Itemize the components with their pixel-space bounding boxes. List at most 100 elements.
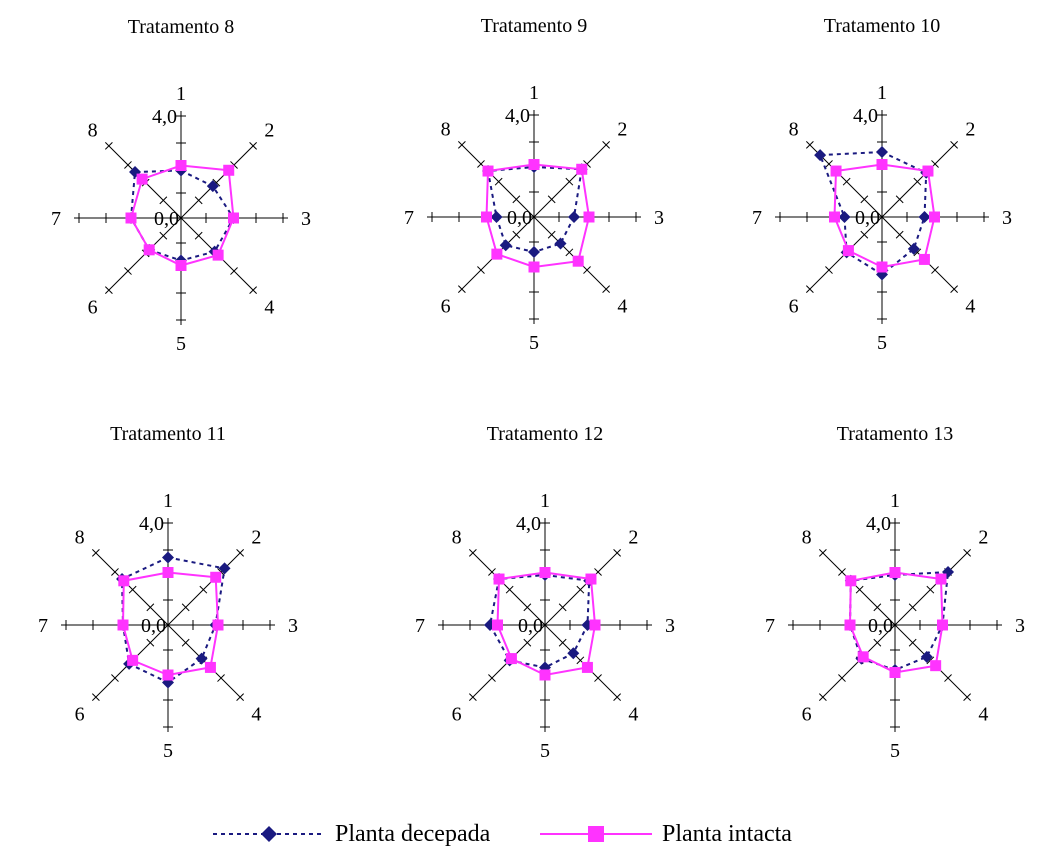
radar-axis-label: 4 <box>251 703 261 725</box>
chart-title: Tratamento 10 <box>824 15 940 37</box>
radar-axis-label: 8 <box>452 527 462 549</box>
chart-title: Tratamento 13 <box>837 423 953 445</box>
data-point-intacta <box>491 249 502 260</box>
data-point-intacta <box>922 166 933 177</box>
radar-tick-label: 0,0 <box>141 615 166 637</box>
data-point-intacta <box>137 174 148 185</box>
data-point-intacta <box>937 620 948 631</box>
data-point-decepada <box>876 146 888 158</box>
data-point-intacta <box>144 244 155 255</box>
radar-axis-label: 8 <box>802 527 812 549</box>
radar-tick-label: 0,0 <box>507 207 532 229</box>
data-point-intacta <box>930 660 941 671</box>
radar-axis-label: 7 <box>752 207 762 229</box>
radar-axis-label: 4 <box>628 703 638 725</box>
legend-decepada-label: Planta decepada <box>335 821 491 846</box>
data-point-intacta <box>877 159 888 170</box>
radar-chart: 1 2 3 4 5 6 7 8 0,0 4,0 Tratamento 8 <box>51 16 311 355</box>
data-point-intacta <box>843 245 854 256</box>
radar-chart: 123456780,04,0Tratamento 12 <box>415 423 675 762</box>
radar-axis-label: 6 <box>88 296 98 318</box>
radar-axis-label: 7 <box>38 615 48 637</box>
data-point-intacta <box>205 662 216 673</box>
radar-tick-label: 4,0 <box>505 105 530 127</box>
radar-axis-label: 6 <box>75 703 85 725</box>
data-point-intacta <box>529 159 540 170</box>
radar-axis-label: 7 <box>404 207 414 229</box>
data-point-decepada <box>568 211 580 223</box>
radar-axis-line <box>181 142 257 218</box>
data-point-intacta <box>118 620 129 631</box>
radar-axis-line <box>882 141 958 217</box>
radar-tick-label: 4,0 <box>139 513 164 535</box>
radar-axis-label: 2 <box>965 119 975 141</box>
data-point-intacta <box>890 667 901 678</box>
data-point-intacta <box>877 262 888 273</box>
data-point-intacta <box>127 655 138 666</box>
data-point-intacta <box>845 620 856 631</box>
data-point-intacta <box>483 166 494 177</box>
data-point-intacta <box>582 662 593 673</box>
radar-axis-label: 2 <box>617 119 627 141</box>
radar-axis-line <box>895 549 971 625</box>
data-point-intacta <box>935 574 946 585</box>
radar-tick-label: 0,0 <box>855 207 880 229</box>
legend-intacta-label: Planta intacta <box>662 821 792 846</box>
radar-axis-label: 3 <box>288 615 298 637</box>
radar-axis-line <box>92 549 168 625</box>
radar-axis-label: 6 <box>452 703 462 725</box>
radar-axis-label: 8 <box>88 120 98 142</box>
data-point-intacta <box>829 212 840 223</box>
data-point-intacta <box>126 213 137 224</box>
radar-axis-label: 8 <box>441 119 451 141</box>
data-point-intacta <box>529 262 540 273</box>
data-point-intacta <box>210 572 221 583</box>
data-point-decepada <box>919 211 931 223</box>
data-point-intacta <box>176 160 187 171</box>
data-point-intacta <box>492 620 503 631</box>
data-point-intacta <box>213 620 224 631</box>
radar-axis-label: 3 <box>1002 207 1012 229</box>
radar-tick-label: 0,0 <box>154 208 179 230</box>
data-point-intacta <box>176 260 187 271</box>
radar-axis-label: 4 <box>965 295 975 317</box>
legend-svg: Planta decepada Planta intacta <box>0 806 1052 846</box>
radar-axis-label: 2 <box>264 120 274 142</box>
data-point-intacta <box>584 212 595 223</box>
radar-axis-label: 3 <box>665 615 675 637</box>
radar-charts-svg: 123456780,04,0Tratamento 8123456780,04,0… <box>0 0 1052 800</box>
radar-tick-label: 4,0 <box>853 105 878 127</box>
legend-decepada-marker <box>261 826 277 842</box>
data-point-decepada <box>162 552 174 564</box>
radar-axis-label: 2 <box>251 527 261 549</box>
radar-chart: 1 2 3 4 5 6 7 8 0,0 4,0 Tratamento 13 <box>765 423 1025 762</box>
radar-tick-label: 4,0 <box>152 106 177 128</box>
radar-axis-label: 6 <box>789 295 799 317</box>
radar-axis-label: 5 <box>529 332 539 354</box>
legend-intacta-marker <box>588 826 604 842</box>
data-point-intacta <box>890 567 901 578</box>
data-point-intacta <box>540 567 551 578</box>
data-point-intacta <box>228 213 239 224</box>
radar-tick-label: 0,0 <box>868 615 893 637</box>
chart-title: Tratamento 12 <box>487 423 603 445</box>
chart-title: Tratamento 8 <box>128 16 234 38</box>
radar-axis-label: 4 <box>978 703 988 725</box>
data-point-intacta <box>845 575 856 586</box>
data-point-decepada <box>491 211 503 223</box>
radar-tick-label: 0,0 <box>518 615 543 637</box>
radar-axis-label: 4 <box>264 296 274 318</box>
radar-axis-label: 7 <box>765 615 775 637</box>
radar-axis-line <box>819 549 895 625</box>
radar-axis-label: 3 <box>301 208 311 230</box>
radar-axis-label: 1 <box>529 82 539 104</box>
radar-axis-label: 1 <box>163 490 173 512</box>
data-point-intacta <box>929 212 940 223</box>
data-point-intacta <box>590 620 601 631</box>
data-point-intacta <box>858 651 869 662</box>
radar-axis-label: 3 <box>1015 615 1025 637</box>
radar-axis-label: 4 <box>617 295 627 317</box>
radar-axis-label: 7 <box>415 615 425 637</box>
radar-axis-label: 1 <box>877 82 887 104</box>
